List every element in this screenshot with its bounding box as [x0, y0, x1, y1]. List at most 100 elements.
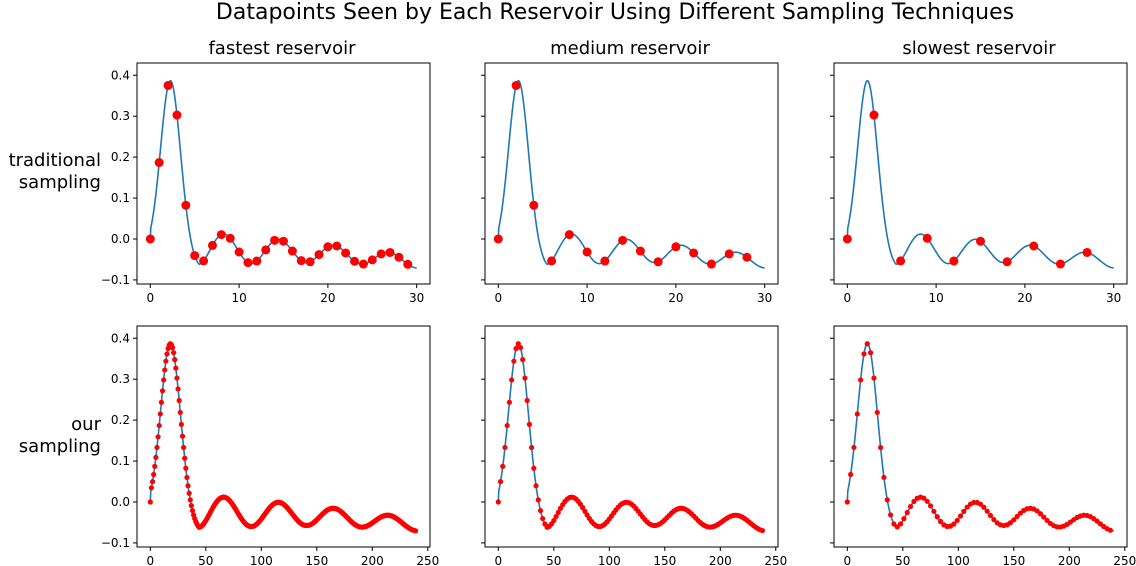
sample-point — [896, 256, 906, 266]
sample-point — [911, 498, 917, 505]
sample-point — [984, 508, 990, 514]
sample-point — [515, 341, 521, 347]
sample-point — [500, 463, 506, 469]
sample-point — [157, 411, 163, 417]
sample-point — [163, 80, 173, 90]
sample-point — [376, 249, 386, 259]
sample-point — [367, 255, 377, 265]
sample-point — [1007, 520, 1014, 526]
x-tick-label: 50 — [895, 554, 910, 566]
sample-point — [540, 515, 546, 522]
sample-point — [154, 158, 164, 168]
sample-point — [537, 508, 544, 514]
sample-point — [147, 499, 153, 505]
x-tick-label: 50 — [546, 554, 561, 566]
sample-point — [323, 242, 333, 252]
sample-point — [653, 257, 663, 267]
sample-point — [173, 365, 179, 371]
y-tick-label: 0.1 — [111, 454, 130, 468]
sample-point — [171, 350, 177, 356]
sample-point — [1041, 514, 1047, 520]
sample-point — [981, 504, 987, 510]
sample-point — [394, 252, 404, 262]
sample-point — [888, 512, 894, 518]
sample-point — [199, 256, 209, 266]
row-label-our-line1: our — [71, 414, 101, 435]
y-tick-label: −0.1 — [101, 273, 130, 287]
sample-point — [216, 230, 226, 240]
x-tick-label: 0 — [843, 291, 851, 305]
sample-point — [164, 351, 170, 357]
sample-point — [261, 245, 271, 255]
sample-point — [497, 479, 504, 485]
row-label-our-line2: sampling — [19, 436, 101, 457]
sample-point — [495, 499, 501, 505]
subplot-2: 0 10 20 30 — [481, 62, 779, 305]
x-tick-label: 150 — [1002, 554, 1025, 566]
sample-point — [904, 509, 910, 516]
subplot-1: 0 10 20 30 −0.1 0.0 0.1 0.2 0.3 0.4 — [101, 62, 431, 305]
sample-point — [350, 256, 360, 266]
column-title-fastest: fastest reservoir — [208, 38, 356, 59]
sample-point — [937, 518, 944, 525]
x-tick-label: 50 — [198, 554, 213, 566]
subplot-4: 0 50 100 150 200 250 −0.1 0.0 0.1 0.2 0.3 0.4 — [101, 325, 439, 566]
sample-point — [175, 386, 181, 392]
sample-point — [600, 256, 610, 266]
x-tick-label: 20 — [1017, 291, 1032, 305]
sample-point — [511, 80, 521, 90]
sample-point — [1082, 247, 1092, 257]
row-label-traditional-line1: traditional — [9, 150, 101, 171]
sample-point — [529, 444, 535, 451]
sample-point — [991, 516, 997, 523]
sample-point — [844, 499, 850, 505]
sample-point — [635, 246, 645, 256]
sample-point — [207, 240, 217, 250]
sample-point — [964, 504, 970, 510]
sample-point — [161, 377, 167, 383]
figure-suptitle: Datapoints Seen by Each Reservoir Using … — [216, 0, 1014, 25]
sample-point — [145, 234, 155, 244]
sample-point — [172, 357, 178, 363]
sample-point — [894, 524, 900, 530]
sample-point — [891, 521, 897, 527]
x-tick-label: 100 — [947, 554, 970, 566]
sample-point — [931, 508, 937, 514]
sample-point — [181, 444, 187, 451]
sample-point — [949, 256, 959, 266]
sample-point — [174, 375, 180, 381]
sample-point — [671, 242, 681, 252]
row-label-traditional-line2: sampling — [19, 172, 101, 193]
axes-frame — [136, 62, 431, 285]
x-tick-label: 10 — [928, 291, 943, 305]
x-tick-label: 250 — [764, 554, 787, 566]
sample-point — [163, 358, 169, 364]
sample-point — [535, 497, 541, 503]
sample-point — [403, 259, 413, 269]
x-tick-label: 20 — [320, 291, 335, 305]
x-tick-label: 20 — [668, 291, 683, 305]
sample-point — [149, 479, 156, 485]
sample-point — [1107, 527, 1113, 533]
sample-point — [897, 521, 904, 527]
sample-point — [961, 508, 967, 514]
sample-point — [907, 503, 914, 510]
x-tick-label: 100 — [598, 554, 621, 566]
sample-point — [504, 422, 510, 429]
y-tick-label: 0.4 — [111, 68, 130, 82]
x-tick-label: 0 — [146, 291, 154, 305]
sample-point — [511, 358, 517, 364]
sample-point — [869, 110, 879, 120]
sample-point — [305, 257, 315, 267]
sample-point — [957, 513, 964, 519]
sample-point — [172, 110, 182, 120]
x-tick-label: 10 — [579, 291, 594, 305]
sample-point — [901, 516, 907, 522]
sample-point — [189, 508, 196, 514]
sample-point — [185, 483, 191, 489]
sample-point — [987, 512, 994, 519]
subplot-grid: 0 10 20 30 −0.1 0.0 0.1 0.2 0.3 0.4 0 10 20 30 0 10 20 30… — [101, 62, 1136, 566]
sample-point — [531, 465, 537, 471]
sample-point — [742, 252, 752, 262]
